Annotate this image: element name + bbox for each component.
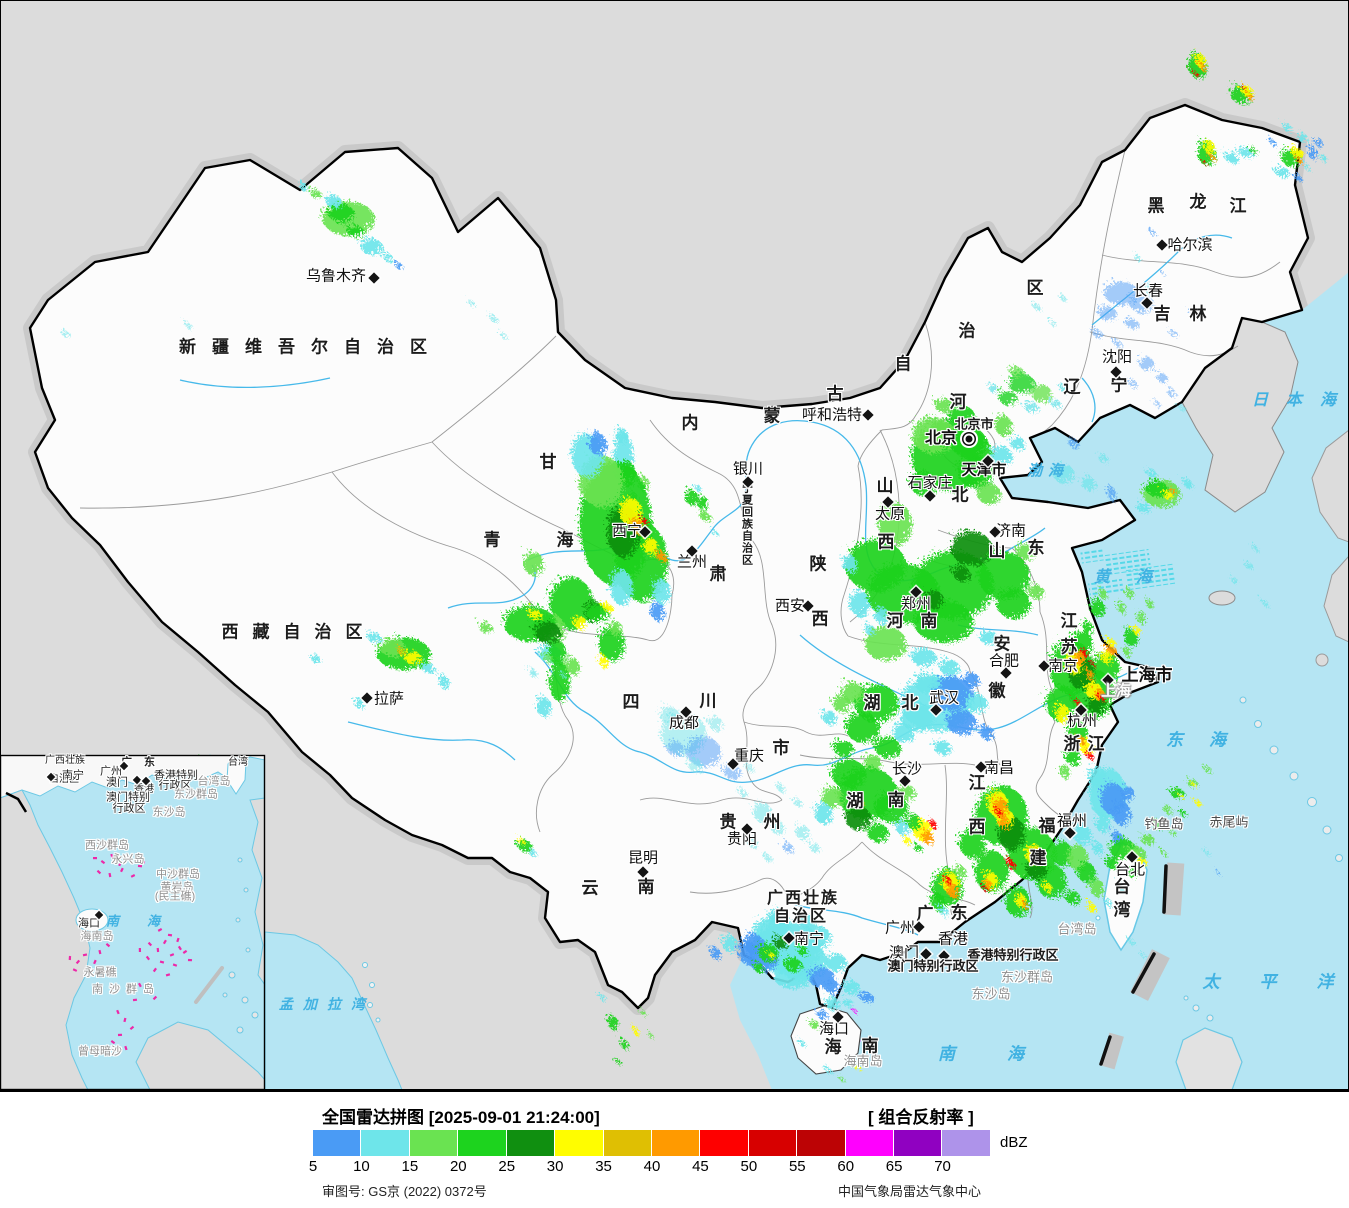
colorbar-cell-40: [651, 1130, 700, 1156]
tick-60: 60: [837, 1158, 855, 1175]
dbz-unit-label: dBZ: [1000, 1134, 1028, 1151]
tick-70: 70: [934, 1158, 951, 1175]
tick-45: 45: [692, 1158, 709, 1175]
colorbar-cell-5: [313, 1130, 361, 1156]
taiwan-island: [1103, 842, 1148, 952]
inset-philippine-islets: [222, 857, 259, 1034]
inset-taiwan: [226, 756, 247, 795]
tick-40: 40: [643, 1158, 661, 1175]
tick-55: 55: [788, 1158, 806, 1175]
radar-echoes: [7, 49, 1323, 1077]
china-border: [28, 103, 1310, 1010]
colorbar-cell-35: [603, 1130, 651, 1156]
agency-credit: 中国气象局雷达气象中心: [838, 1184, 982, 1199]
ryukyu-islands: [1239, 696, 1343, 862]
tick-20: 20: [449, 1158, 467, 1175]
tick-65: 65: [885, 1158, 903, 1175]
penghu-islet: [1095, 915, 1101, 921]
colorbar-cell-30: [555, 1130, 603, 1156]
sea: [730, 272, 1349, 1090]
tick-50: 50: [740, 1158, 758, 1175]
colorbar-cell-60: [845, 1130, 894, 1156]
inset-palawan: [194, 966, 224, 1004]
tick-15: 15: [401, 1158, 419, 1175]
tick-35: 35: [595, 1158, 612, 1175]
inset-hainan: [75, 908, 109, 932]
south-china-sea-inset: [0, 754, 266, 1090]
colorbar-cell-50: [748, 1130, 797, 1156]
japan: [1311, 429, 1349, 667]
luzon: [1175, 995, 1243, 1090]
dbz-colorbar: [313, 1130, 991, 1156]
reef-markers: [68, 853, 193, 1051]
colorbar-cell-55: [797, 1130, 845, 1156]
colorbar-cell-70: [942, 1130, 990, 1156]
tick-30: 30: [546, 1158, 564, 1175]
inset-philippines: [249, 797, 265, 986]
tick-10: 10: [353, 1158, 370, 1175]
colorbar-cell-65: [894, 1130, 942, 1156]
radar-map: 新疆维吾尔自治区 西藏自治区青海甘肃陕西山西河北山东河南江苏安徽浙江江西湖北湖南四…: [0, 0, 1349, 1090]
inset-indochina: [0, 789, 91, 1090]
colorbar-cell-10: [361, 1130, 409, 1156]
tick-5: 5: [308, 1158, 318, 1175]
bay-of-bengal: [264, 931, 403, 1090]
tick-25: 25: [498, 1158, 516, 1175]
andaman-islets: [362, 962, 381, 1023]
colorbar-cell-20: [458, 1130, 506, 1156]
inset-china-coast: [0, 755, 265, 799]
legend-product: [ 组合反射率 ]: [868, 1108, 974, 1127]
colorbar-cell-45: [700, 1130, 748, 1156]
colorbar-cell-15: [409, 1130, 458, 1156]
map-approval-number: 审图号: GS京 (2022) 0372号: [322, 1184, 487, 1199]
dbz-ticks: 5 10 15 20 25 30 35 40 45 50 55 60 65 70: [0, 1158, 1349, 1176]
basemap-svg: [0, 0, 1349, 1090]
inset-vietnam-border: [5, 791, 28, 813]
legend-panel: 全国雷达拼图 [2025-09-01 21:24:00] [ 组合反射率 ] 5…: [0, 1090, 1349, 1208]
legend-title: 全国雷达拼图 [2025-09-01 21:24:00]: [322, 1108, 600, 1127]
inset-borneo: [135, 1021, 265, 1090]
jeju-island: [1208, 590, 1236, 606]
colorbar-cell-25: [506, 1130, 555, 1156]
